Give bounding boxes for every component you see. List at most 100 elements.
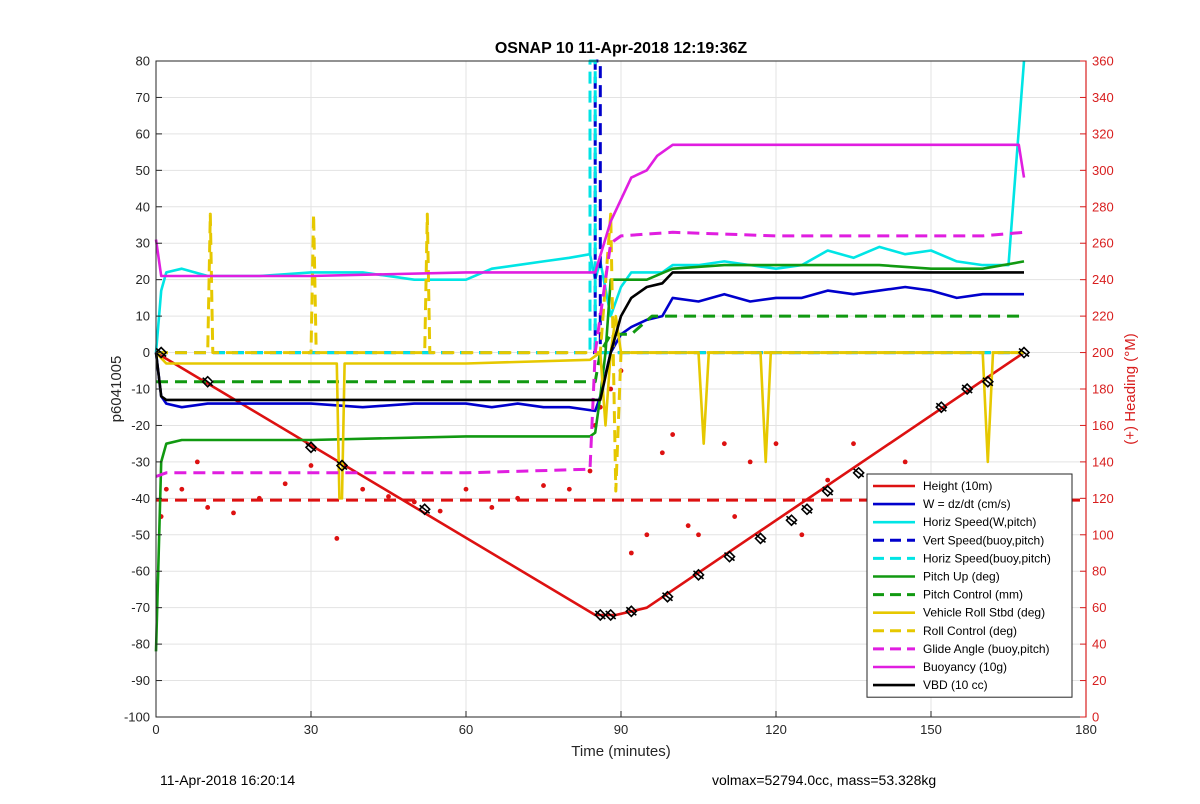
legend-label: Roll Control (deg) [923,624,1017,638]
series-line [156,314,1024,384]
dive-marker [692,568,705,581]
y2-tick-label: 200 [1092,345,1114,360]
y2-tick-label: 280 [1092,199,1114,214]
heading-point [541,483,546,488]
series-line [156,212,1024,493]
heading-point [489,505,495,510]
x-tick-label: 180 [1075,722,1097,737]
dive-marker [201,375,214,388]
x-tick-label: 30 [304,722,318,737]
dive-marker [625,605,638,618]
y-tick-label: -50 [131,527,150,542]
y-tick-label: 50 [136,163,150,178]
y2-tick-label: 120 [1092,491,1114,506]
heading-point [308,463,314,468]
legend-label: Buoyancy (10g) [923,660,1007,674]
series-line [154,60,1026,353]
y2-tick-label: 160 [1092,418,1114,433]
heading-point [231,510,236,516]
legend-label: Vehicle Roll Stbd (deg) [923,606,1045,620]
y-tick-label: 40 [136,199,150,214]
dive-marker [1017,346,1031,359]
legend-label: Glide Angle (buoy,pitch) [923,642,1050,656]
y2-tick-label: 100 [1092,527,1114,542]
y-tick-label: -90 [131,673,150,688]
y2-tick-label: 60 [1092,600,1106,615]
heading-point [696,532,701,538]
series-line [154,271,1024,402]
legend-label: Horiz Speed(buoy,pitch) [923,551,1051,565]
dive-marker [723,550,736,563]
heading-point [179,486,185,492]
heading-point [282,481,288,487]
dive-marker [785,514,798,527]
y-axis-label: p6041005 [108,356,125,423]
y2-tick-label: 300 [1092,163,1114,178]
y-tick-label: -10 [131,382,150,397]
y-tick-label: -20 [131,418,150,433]
y2-tick-label: 220 [1092,309,1114,324]
heading-point [825,477,831,483]
y-tick-label: 30 [136,236,150,251]
y2-tick-label: 140 [1092,454,1114,469]
dive-marker [304,441,318,454]
y2-tick-label: 260 [1092,236,1114,251]
heading-point [747,459,753,465]
dive-marker [418,503,431,516]
y2-tick-label: 180 [1092,382,1114,397]
y-tick-label: -80 [131,637,150,652]
y-tick-label: 0 [143,345,150,360]
x-tick-label: 60 [459,722,473,737]
heading-point [256,495,262,501]
dive-marker [661,590,674,603]
dive-marker [800,503,814,516]
dive-marker [981,375,994,388]
heading-point [773,441,779,447]
heading-point [902,459,908,465]
dive-marker [754,532,767,545]
footer-volmax-mass: volmax=52794.0cc, mass=53.328kg [712,772,937,788]
y2-axis-label: (+) Heading (°M) [1122,333,1139,444]
y-tick-label: 70 [136,90,150,105]
heading-point [566,486,572,492]
y-tick-label: 10 [136,309,150,324]
y2-tick-label: 360 [1092,54,1114,69]
heading-point [587,468,593,474]
x-axis-label: Time (minutes) [571,743,670,760]
heading-point [515,495,521,501]
x-tick-label: 0 [152,722,159,737]
x-tick-label: 90 [614,722,628,737]
heading-point [670,432,676,437]
plot-area [154,59,1086,652]
y2-tick-label: 80 [1092,564,1106,579]
legend-box [866,473,1073,698]
legend-label: Vert Speed(buoy,pitch) [923,533,1044,547]
heading-point [360,486,366,492]
heading-point [732,514,738,519]
y-tick-label: 20 [136,272,150,287]
y-tick-label: -30 [131,454,150,469]
heading-point [463,486,469,492]
y-tick-label: -40 [131,491,150,506]
y-tick-label: -60 [131,564,150,579]
heading-point [386,494,391,499]
y2-tick-label: 0 [1092,710,1099,725]
dive-marker [852,466,865,479]
heading-point [334,536,340,541]
dive-marker [604,608,617,622]
heading-point [205,505,211,510]
x-tick-label: 150 [920,722,942,737]
heading-point [851,441,856,447]
heading-point [685,523,691,529]
footer-timestamp: 11-Apr-2018 16:20:14 [160,772,296,788]
x-tick-label: 120 [765,722,787,737]
legend-label: Horiz Speed(W,pitch) [923,515,1036,529]
legend-label: Pitch Control (mm) [923,588,1023,602]
heading-point [411,499,417,505]
heading-point [644,532,650,538]
legend-label: W = dz/dt (cm/s) [923,497,1011,511]
y2-tick-label: 40 [1092,637,1106,652]
y-tick-label: -100 [124,710,150,725]
dive-marker [935,401,948,414]
